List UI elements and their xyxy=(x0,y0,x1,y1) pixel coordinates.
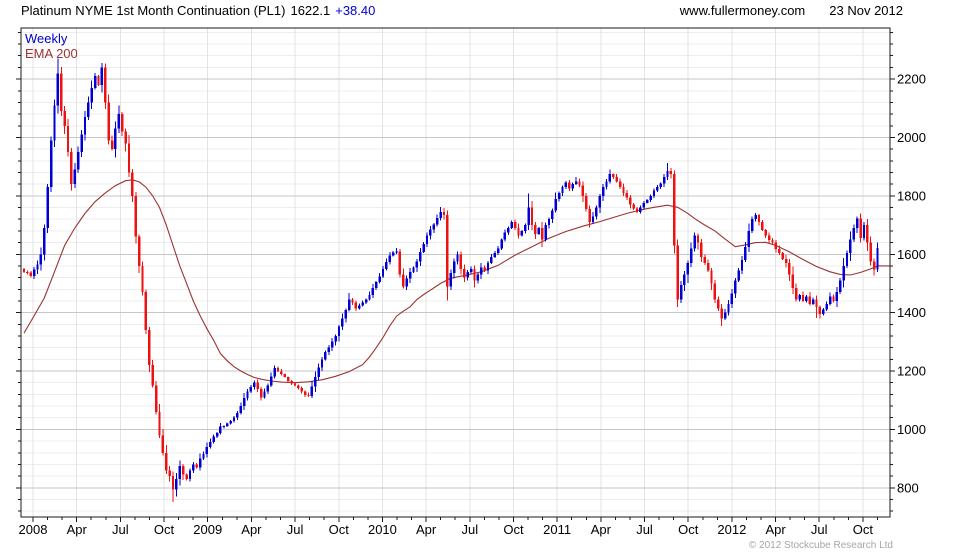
gridlines-major xyxy=(21,78,890,489)
y-tick-label: 2000 xyxy=(897,130,926,145)
chart-header: Platinum NYME 1st Month Continuation (PL… xyxy=(21,3,375,18)
x-tick-label: Jul xyxy=(811,522,828,537)
x-tick-label: Oct xyxy=(503,522,524,537)
ema-line xyxy=(23,179,890,384)
x-tick-label: 2008 xyxy=(19,522,48,537)
x-tick-label: 2011 xyxy=(543,522,571,537)
last-price: 1622.1 xyxy=(290,3,331,18)
x-tick-label: Apr xyxy=(591,522,612,537)
plot-border xyxy=(20,27,891,518)
x-tick-label: Oct xyxy=(678,522,699,537)
y-tick-label: 800 xyxy=(897,480,919,495)
y-tick-label: 2200 xyxy=(897,72,926,87)
y-tick-label: 1200 xyxy=(897,364,926,379)
y-tick-label: 1000 xyxy=(897,422,926,437)
x-tick-label: Jul xyxy=(287,522,304,537)
x-tick-label: 2009 xyxy=(193,522,222,537)
candles xyxy=(22,58,879,502)
header-right: www.fullermoney.com 23 Nov 2012 xyxy=(680,3,903,18)
x-tick-label: Jul xyxy=(112,522,129,537)
x-tick-label: Oct xyxy=(853,522,874,537)
timeframe-label: Weekly xyxy=(25,31,68,46)
chart-title: Platinum NYME 1st Month Continuation (PL… xyxy=(21,3,286,18)
x-tick-label: Jul xyxy=(636,522,653,537)
price-change: +38.40 xyxy=(335,3,376,18)
x-tick-label: Apr xyxy=(416,522,437,537)
y-tick-label: 1800 xyxy=(897,188,926,203)
copyright-label: © 2012 Stockcube Research Ltd xyxy=(748,540,893,551)
axis-labels: 800 1000 1200 1400 1600 1800 2000 2200 2008 Apr Ju… xyxy=(19,72,926,537)
x-tick-label: 2012 xyxy=(717,522,746,537)
y-tick-label: 1600 xyxy=(897,247,926,262)
date-label: 23 Nov 2012 xyxy=(829,3,903,18)
x-tick-label: Oct xyxy=(329,522,350,537)
x-tick-label: Oct xyxy=(154,522,175,537)
x-tick-label: Apr xyxy=(765,522,786,537)
x-tick-label: 2010 xyxy=(368,522,397,537)
gridlines-minor xyxy=(21,31,890,512)
x-tick-label: Apr xyxy=(67,522,88,537)
y-tick-label: 1400 xyxy=(897,305,926,320)
x-tick-label: Apr xyxy=(241,522,262,537)
ema-legend-label: EMA 200 xyxy=(25,46,78,61)
website-link[interactable]: www.fullermoney.com xyxy=(679,3,806,18)
x-tick-label: Jul xyxy=(461,522,478,537)
